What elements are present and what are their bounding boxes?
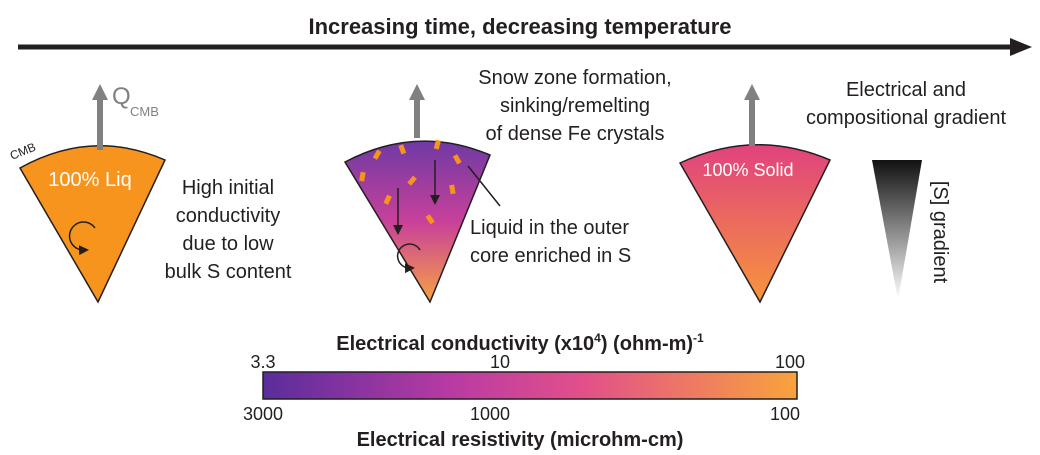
shape: [398, 144, 407, 155]
note: bulk S content: [165, 261, 292, 283]
state-label: 100% Solid: [702, 160, 793, 180]
time-arrow-head: [1010, 38, 1032, 56]
shape: [425, 214, 435, 225]
colorbar-bottom-title: Electrical resistivity (microhm-cm): [357, 429, 684, 451]
note: sinking/remelting: [500, 95, 650, 117]
shape: [372, 149, 382, 160]
note: compositional gradient: [806, 107, 1007, 129]
title: Increasing time, decreasing temperature: [308, 14, 731, 39]
shape: [383, 194, 392, 205]
top-tick: 3.3: [250, 352, 275, 372]
top-tick: 10: [490, 352, 510, 372]
colorbar: [262, 371, 798, 400]
note: of dense Fe crystals: [486, 123, 665, 145]
note: High initial: [182, 177, 274, 199]
core-wedge: [18, 145, 167, 304]
title-sup: -1: [693, 331, 704, 345]
shape: [359, 171, 366, 182]
title-part: Electrical conductivity (x10: [336, 333, 594, 355]
top-tick: 100: [775, 352, 805, 372]
bottom-tick: 100: [770, 404, 800, 424]
bottom-tick: 3000: [243, 404, 283, 424]
boundary-label: CMB: [8, 140, 38, 163]
shape: [452, 154, 462, 165]
title-part: ) (ohm-m): [601, 333, 693, 355]
gradient-triangle: [872, 160, 922, 300]
title-sup: 4: [594, 331, 601, 345]
fe-crystals: [359, 139, 462, 225]
flux-subscript: CMB: [130, 104, 159, 119]
shape: [449, 184, 456, 195]
note: Snow zone formation,: [478, 67, 671, 89]
bottom-tick: 1000: [470, 404, 510, 424]
shape: [407, 175, 417, 186]
convection-arrow: [396, 243, 421, 274]
callout-line: [467, 165, 501, 207]
note: due to low: [182, 233, 274, 255]
core-wedge: [678, 143, 832, 304]
convection-arrow: [68, 221, 96, 256]
core-wedge: [343, 140, 491, 304]
note: Electrical and: [846, 79, 966, 101]
callout: core enriched in S: [470, 245, 631, 267]
state-label: 100% Liq: [48, 169, 131, 191]
gradient-label: [S] gradient: [929, 181, 951, 284]
note: conductivity: [176, 205, 281, 227]
colorbar-title: Electrical conductivity (x104) (ohm-m)-1: [336, 331, 704, 355]
shape: [433, 139, 441, 150]
flux-symbol: Q: [112, 83, 131, 110]
callout: Liquid in the outer: [470, 217, 629, 239]
